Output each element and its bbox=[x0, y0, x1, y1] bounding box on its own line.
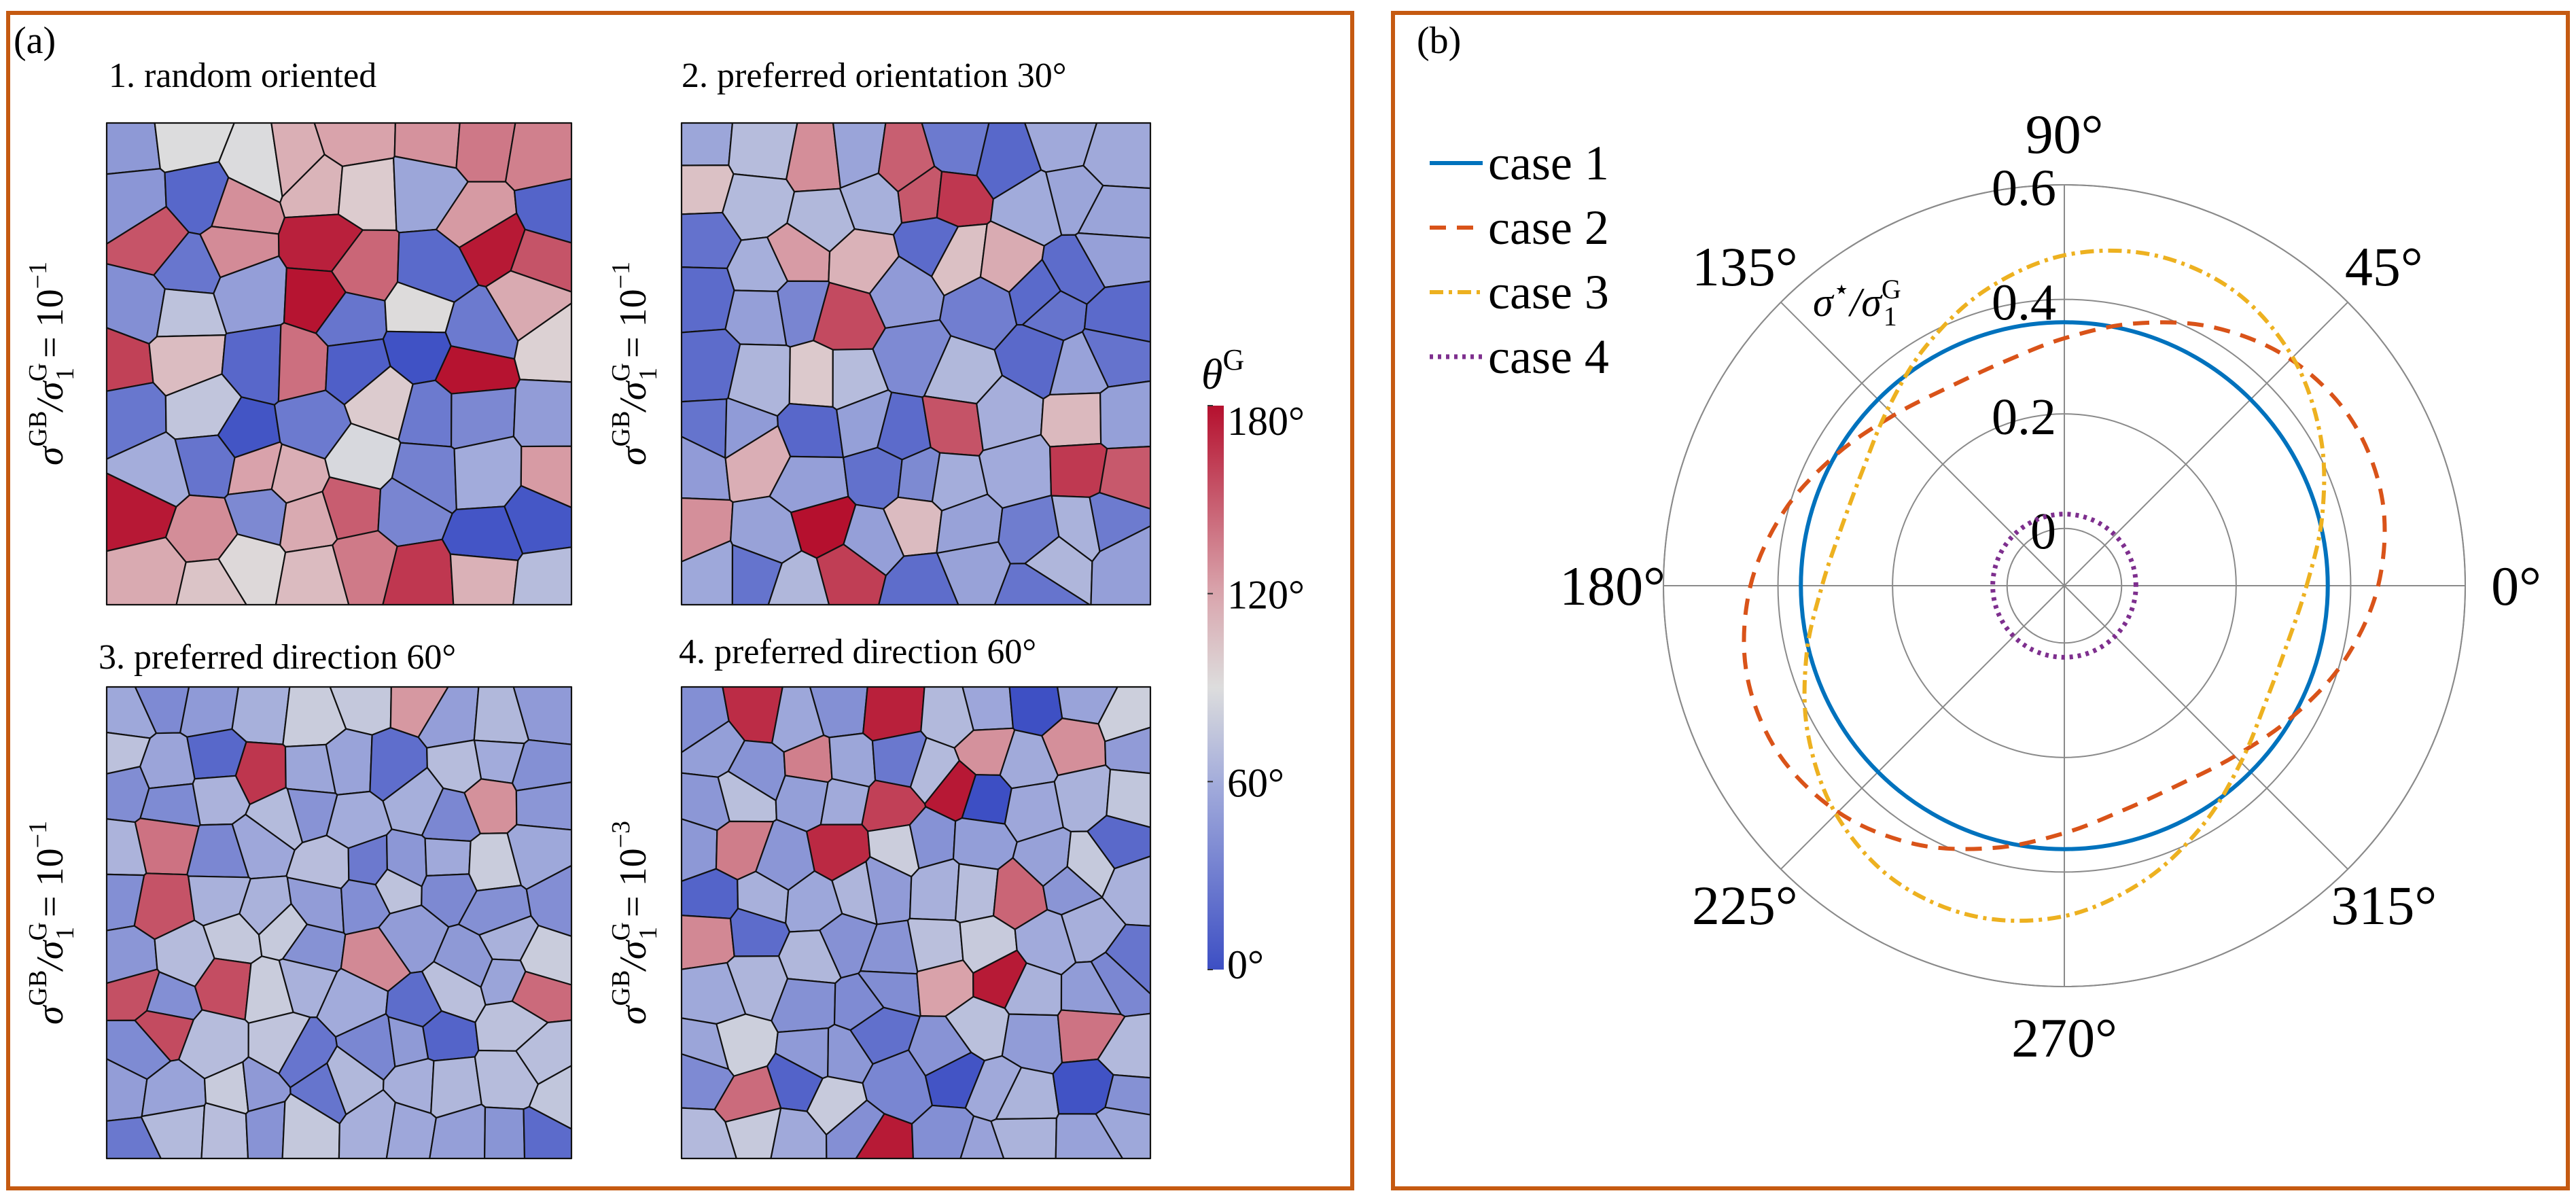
legend-entry: case 1 bbox=[1430, 136, 1609, 190]
grain-cell bbox=[424, 837, 472, 877]
polar-plot: 0°45°90°135°180°225°270°315°00.20.40.6 bbox=[1559, 103, 2541, 1069]
grain-cell bbox=[728, 122, 798, 181]
map-4-title: 4. preferred direction 60° bbox=[679, 633, 1036, 671]
panel-b: (b) 0°45°90°135°180°225°270°315°00.20.40… bbox=[1391, 11, 2570, 1190]
grain-cell bbox=[513, 302, 573, 383]
map-2-ylabel: σGB/σG1 = 10−1 bbox=[607, 262, 663, 465]
legend-label: case 2 bbox=[1488, 200, 1609, 255]
grain-cell bbox=[1095, 1106, 1152, 1160]
series-case-2-line bbox=[1742, 320, 2387, 851]
grain-cell bbox=[1089, 491, 1152, 552]
panel-b-frame bbox=[1391, 11, 2570, 1190]
grain-cell bbox=[680, 122, 734, 166]
legend-entry: case 4 bbox=[1430, 330, 1609, 384]
grain-cell bbox=[504, 484, 573, 554]
colorbar-tick-label: 180° bbox=[1227, 399, 1305, 444]
colorbar-gradient bbox=[1207, 406, 1224, 970]
map-3-title: 3. preferred direction 60° bbox=[99, 638, 456, 677]
grain-cell bbox=[724, 289, 788, 347]
map-1-title: 1. random oriented bbox=[109, 56, 376, 95]
map-3-ylabel: σGB/σG1 = 10−1 bbox=[24, 821, 80, 1025]
legend-label: case 1 bbox=[1488, 136, 1609, 190]
series-case-4-line bbox=[1990, 512, 2138, 660]
r-tick-label: 0 bbox=[2030, 503, 2056, 561]
theta-tick-label: 225° bbox=[1692, 874, 1798, 936]
grain-cell bbox=[1052, 1058, 1114, 1115]
grain-cell bbox=[828, 732, 877, 787]
theta-tick-label: 90° bbox=[2026, 103, 2104, 165]
theta-tick-label: 180° bbox=[1559, 555, 1665, 617]
grain-cell bbox=[512, 378, 573, 448]
grain-cell bbox=[1099, 380, 1152, 450]
grain-cell bbox=[843, 446, 903, 510]
colorbar-label: θG bbox=[1201, 343, 1244, 398]
panel-a-frame bbox=[6, 11, 1354, 1190]
panel-a-label: (a) bbox=[14, 20, 56, 62]
grain-cell bbox=[788, 340, 834, 408]
grain-map-2 bbox=[680, 122, 1152, 606]
r-tick-label: 0.6 bbox=[1992, 160, 2056, 217]
grain-cell bbox=[515, 781, 573, 831]
grain-map-3 bbox=[105, 686, 573, 1160]
grain-maps bbox=[105, 122, 1152, 1160]
map-4-ylabel: σGB/σG1 = 10−3 bbox=[607, 821, 663, 1025]
map-ylabels: σGB/σG1 = 10−1 σGB/σG1 = 10−1 σGB/σG1 = 10… bbox=[24, 262, 663, 1025]
grain-cell bbox=[105, 122, 161, 175]
grain-cell bbox=[245, 1100, 286, 1160]
grain-cell bbox=[819, 778, 870, 826]
grain-cell bbox=[231, 686, 291, 745]
theta-tick-label: 45° bbox=[2345, 236, 2423, 298]
series-case-1-line bbox=[1799, 320, 2330, 851]
colorbar-ticks: 0° 60° 120° 180° bbox=[1207, 399, 1305, 987]
grain-cell bbox=[1087, 815, 1152, 870]
map-2-title: 2. preferred orientation 30° bbox=[682, 56, 1067, 95]
grain-cell bbox=[680, 915, 735, 970]
grain-cell bbox=[1049, 442, 1108, 498]
grain-cell bbox=[921, 395, 984, 457]
legend-entry: case 2 bbox=[1430, 200, 1609, 255]
grain-cell bbox=[484, 270, 573, 342]
theta-tick-label: 270° bbox=[2011, 1007, 2117, 1069]
panel-b-label: (b) bbox=[1417, 20, 1461, 62]
grain-cell bbox=[1083, 280, 1152, 343]
grain-cell bbox=[449, 553, 519, 606]
polar-spoke bbox=[1780, 302, 2348, 870]
colorbar-tick-label: 60° bbox=[1227, 760, 1284, 805]
map-1-ylabel: σGB/σG1 = 10−1 bbox=[24, 262, 80, 465]
theta-tick-label: 135° bbox=[1692, 236, 1798, 298]
colorbar: θG 0° 60° 120° 180° bbox=[1201, 343, 1305, 987]
legend-entry: case 3 bbox=[1430, 265, 1609, 319]
r-tick-label: 0.2 bbox=[1992, 389, 2056, 446]
legend-label: case 4 bbox=[1488, 330, 1609, 384]
grain-cell bbox=[483, 1106, 526, 1160]
panel-a: (a) 1. random oriented 2. preferred orie… bbox=[6, 11, 1354, 1190]
legend-label: case 3 bbox=[1488, 265, 1609, 319]
grain-cell bbox=[1074, 232, 1152, 289]
r-axis-label: σ⋆/σG 1 bbox=[1813, 274, 1901, 332]
colorbar-tick-label: 120° bbox=[1227, 573, 1305, 618]
grain-cell bbox=[523, 1105, 573, 1160]
grain-map-1 bbox=[105, 122, 573, 606]
grain-map-4 bbox=[680, 686, 1152, 1160]
grain-cell bbox=[1081, 327, 1152, 388]
grain-cell bbox=[512, 546, 573, 606]
grain-cell bbox=[1040, 392, 1102, 448]
grain-cell bbox=[1090, 525, 1152, 606]
grain-cell bbox=[954, 863, 999, 923]
theta-tick-label: 315° bbox=[2331, 874, 2437, 936]
colorbar-tick-label: 0° bbox=[1227, 942, 1264, 987]
theta-tick-label: 0° bbox=[2491, 555, 2541, 617]
legend: case 1 case 2 case 3 case 4 bbox=[1430, 136, 1609, 384]
